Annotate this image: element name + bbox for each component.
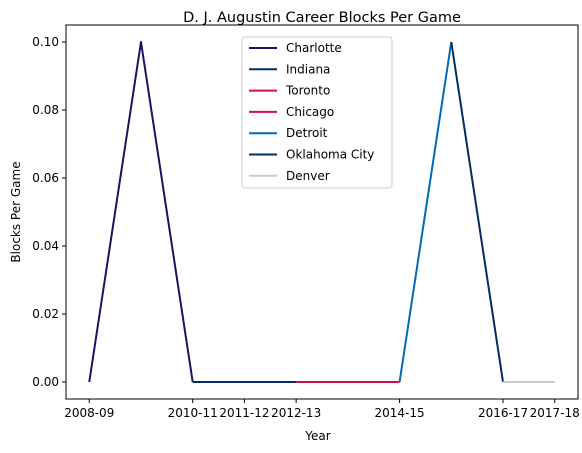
plot-frame: [65, 24, 579, 400]
series-line-5: [450, 41, 504, 383]
plot-series: [88, 41, 555, 383]
x-tick-label-5: 2016-17: [478, 406, 528, 420]
y-tick-label-4: 0.08: [32, 103, 59, 117]
x-axis: 2008-09 2010-11 2011-12 2012-13 2014-15 2016-…: [64, 399, 580, 420]
legend-label-6: Denver: [286, 169, 330, 183]
series-line-0: [88, 41, 194, 383]
legend: Charlotte Indiana Toronto Chicago Detroit Okl…: [241, 36, 393, 189]
y-tick-label-5: 0.10: [32, 35, 59, 49]
legend-label-1: Indiana: [286, 62, 330, 76]
chart-title: D. J. Augustin Career Blocks Per Game: [183, 10, 461, 26]
y-axis: 0.00 0.02 0.04 0.06 0.08 0.10: [32, 35, 66, 389]
y-tick-label-1: 0.02: [32, 307, 59, 321]
legend-label-3: Chicago: [286, 105, 334, 119]
x-tick-label-1: 2010-11: [168, 406, 218, 420]
x-tick-label-6: 2017-18: [530, 406, 580, 420]
y-tick-label-3: 0.06: [32, 171, 59, 185]
x-tick-label-3: 2012-13: [271, 406, 321, 420]
legend-label-4: Detroit: [286, 126, 328, 140]
x-tick-label-2: 2011-12: [219, 406, 269, 420]
y-axis-label: Blocks Per Game: [9, 161, 23, 262]
x-tick-label-0: 2008-09: [64, 406, 114, 420]
x-axis-label: Year: [304, 429, 330, 443]
legend-label-5: Oklahoma City: [286, 148, 374, 162]
x-tick-label-4: 2014-15: [375, 406, 425, 420]
legend-box: [241, 36, 393, 189]
legend-label-2: Toronto: [285, 84, 330, 98]
y-tick-label-0: 0.00: [32, 375, 59, 389]
y-tick-label-2: 0.04: [32, 239, 59, 253]
series-line-4: [398, 41, 453, 383]
legend-label-0: Charlotte: [286, 41, 342, 55]
